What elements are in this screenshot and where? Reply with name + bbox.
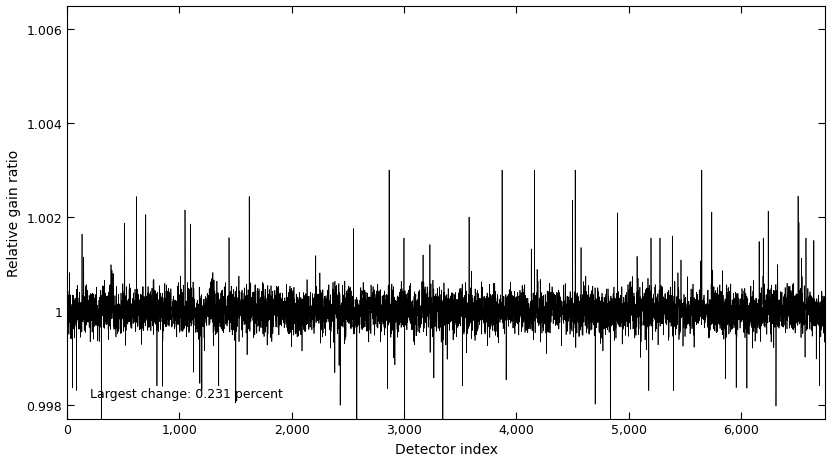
Text: Largest change: 0.231 percent: Largest change: 0.231 percent bbox=[90, 387, 282, 400]
X-axis label: Detector index: Detector index bbox=[394, 442, 498, 456]
Y-axis label: Relative gain ratio: Relative gain ratio bbox=[7, 150, 21, 276]
